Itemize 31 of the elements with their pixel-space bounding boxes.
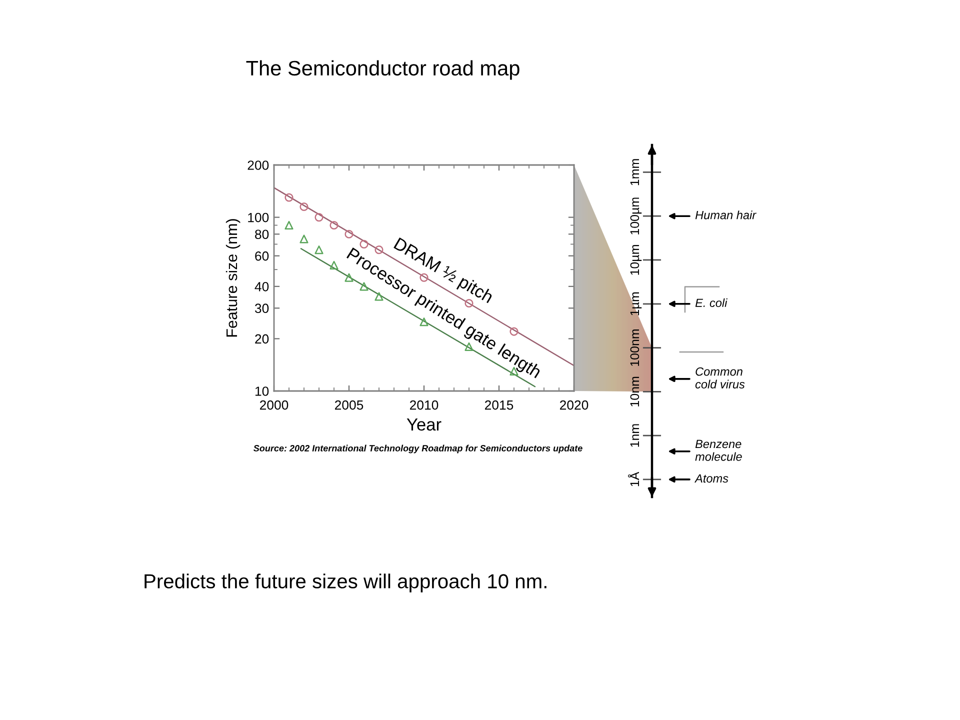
text: Benzene molecule	[695, 440, 742, 461]
category-label: 1Å	[628, 472, 639, 486]
chart-title: The Semiconductor road map	[246, 60, 520, 80]
y-axis-title: Feature size (nm)	[226, 219, 240, 337]
text: Atoms	[694, 474, 728, 483]
y-tick-label: 20	[255, 334, 269, 344]
category-label: 10nm	[630, 376, 640, 406]
category-label: 1µm	[630, 292, 642, 316]
x-tick-label: 2015	[484, 400, 514, 410]
source-note: Source: 2002 International Technology Roadmap for Semiconductors update	[254, 444, 582, 454]
y-tick-label: 100	[248, 212, 269, 222]
text: E. coli	[695, 298, 728, 308]
category-label: 100nm	[630, 329, 640, 366]
y-tick-label: 80	[255, 230, 269, 240]
y-tick-label: 200	[248, 160, 269, 170]
x-tick-label: 2010	[410, 400, 438, 410]
x-tick-label: 2000	[260, 400, 288, 410]
y-tick-label: 10	[255, 386, 269, 396]
x-tick-label: 2005	[334, 400, 364, 410]
x-tick-label: 2020	[560, 400, 588, 410]
text: Common cold virus	[695, 367, 745, 388]
category-label: 10µm	[630, 245, 642, 275]
y-tick-label: 40	[254, 282, 269, 292]
y-tick-label: 60	[255, 251, 269, 261]
x-axis-title: Year	[406, 418, 442, 431]
y-tick-label: 30	[254, 304, 269, 314]
category-label: 100µm	[630, 198, 642, 234]
category-label: 1nm	[630, 424, 639, 447]
category-label: 1mm	[630, 159, 639, 186]
text: Human hair	[695, 210, 756, 220]
text: Predicts the future sizes will approach 10 nm.	[144, 574, 546, 592]
